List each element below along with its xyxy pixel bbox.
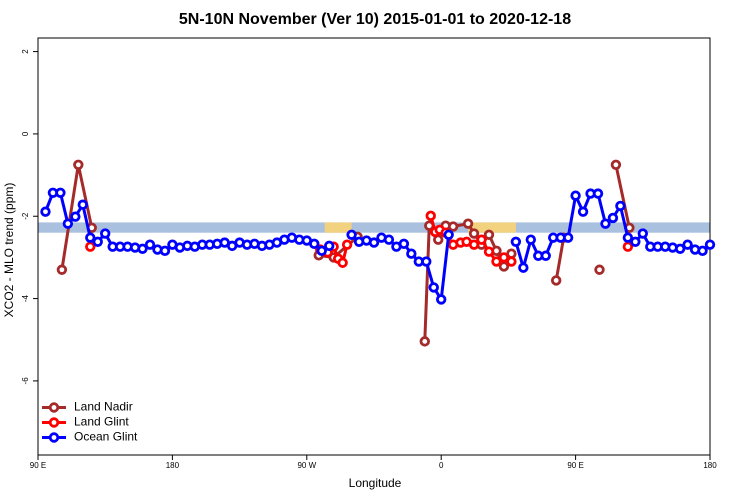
series-marker	[550, 275, 562, 286]
series-marker	[674, 243, 686, 254]
series-marker	[346, 229, 357, 240]
series-marker	[540, 250, 551, 261]
series-marker	[468, 228, 480, 239]
series-marker	[144, 239, 156, 250]
series-marker	[137, 243, 148, 254]
series-marker	[77, 199, 88, 210]
series-marker	[594, 264, 605, 275]
series-marker	[368, 237, 380, 248]
x-tick-label: 90 W	[297, 461, 316, 470]
series-marker	[483, 229, 495, 240]
series-marker	[337, 257, 348, 268]
series-marker	[630, 236, 641, 247]
series-marker	[62, 218, 74, 229]
series-marker	[425, 210, 436, 222]
x-tick-label: 180	[166, 461, 180, 470]
series-marker	[70, 211, 81, 222]
y-tick-label: 2	[21, 49, 30, 54]
series-marker	[421, 256, 432, 267]
series-marker	[85, 241, 96, 252]
series-marker	[462, 218, 474, 229]
series-marker	[56, 264, 68, 275]
series-marker	[309, 238, 320, 250]
y-tick-label: 0	[21, 131, 30, 136]
x-tick-label: 90 E	[567, 461, 583, 470]
series-marker	[562, 232, 574, 243]
series-marker	[518, 262, 529, 273]
series-marker	[406, 248, 417, 259]
series-marker	[498, 261, 510, 272]
legend-label: Land Glint	[74, 415, 129, 429]
series-marker	[622, 232, 634, 243]
x-tick-label: 0	[439, 461, 444, 470]
y-tick-label: -4	[21, 294, 30, 302]
series-marker	[468, 239, 480, 250]
legend-marker	[48, 417, 60, 428]
x-tick-label: 180	[703, 461, 717, 470]
series-marker	[99, 228, 111, 239]
legend-marker	[48, 402, 60, 413]
series-marker	[615, 200, 626, 212]
reference-band	[38, 222, 710, 233]
series-marker	[341, 239, 353, 250]
series-marker	[610, 159, 622, 170]
legend-label: Ocean Glint	[74, 430, 138, 444]
series-marker	[491, 256, 502, 267]
series-marker	[622, 241, 634, 252]
y-tick-label: -6	[21, 377, 30, 385]
series-marker	[73, 159, 84, 170]
series-marker	[316, 245, 327, 257]
x-tick-label: 90 E	[30, 461, 46, 470]
series-marker	[447, 221, 459, 232]
series-marker	[443, 229, 454, 240]
series-marker	[85, 232, 96, 243]
series-marker	[592, 188, 604, 199]
series-marker	[704, 239, 716, 250]
series-marker	[506, 256, 517, 267]
series-marker	[476, 234, 487, 245]
series-line	[614, 164, 631, 229]
legend-marker	[48, 432, 60, 443]
series-marker	[637, 228, 648, 239]
series-marker	[398, 238, 410, 250]
series-marker	[40, 206, 51, 217]
series-marker	[525, 234, 536, 245]
series-marker	[577, 206, 589, 217]
legend-label: Land Nadir	[74, 400, 133, 414]
series-marker	[682, 239, 693, 250]
series-marker	[697, 245, 708, 257]
series-marker	[498, 252, 510, 263]
series-marker	[159, 245, 171, 257]
series-marker	[92, 236, 103, 247]
x-axis-label: Longitude	[349, 476, 402, 490]
series-marker	[483, 246, 495, 257]
band-highlight	[324, 222, 352, 233]
series-marker	[324, 240, 335, 252]
y-tick-label: -2	[21, 212, 30, 220]
series-marker	[55, 187, 66, 198]
series-line	[554, 237, 566, 281]
series-marker	[600, 218, 611, 229]
band-highlight	[468, 222, 516, 233]
series-marker	[428, 282, 439, 293]
series-marker	[419, 336, 430, 347]
series-marker	[607, 212, 619, 224]
series-marker	[570, 190, 581, 201]
chart-title: 5N-10N November (Ver 10) 2015-01-01 to 2…	[179, 11, 571, 28]
series-marker	[383, 234, 395, 245]
series-marker	[436, 294, 447, 305]
series-marker	[510, 236, 522, 247]
y-axis-label: XCO2 - MLO trend (ppm)	[2, 183, 16, 318]
